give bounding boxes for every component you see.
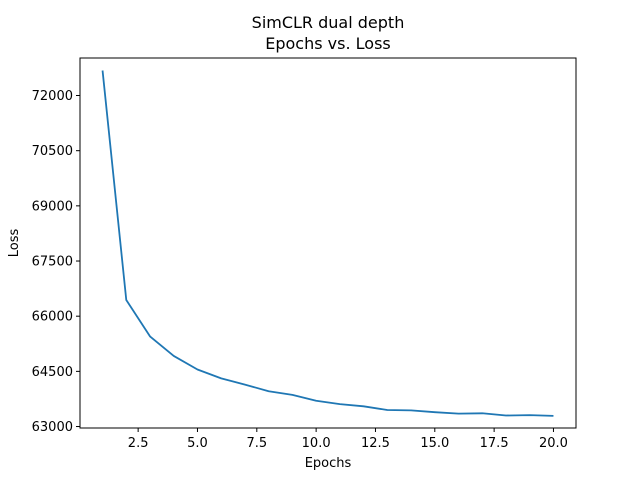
y-tick-label: 72000 — [32, 89, 73, 104]
x-tick-label: 17.5 — [480, 436, 509, 451]
x-tick-label: 2.5 — [128, 436, 149, 451]
y-tick-label: 69000 — [32, 199, 73, 214]
x-tick-label: 10.0 — [302, 436, 331, 451]
y-axis-label: Loss — [7, 229, 22, 258]
x-tick-label: 15.0 — [420, 436, 449, 451]
chart-subtitle: Epochs vs. Loss — [265, 34, 390, 53]
series-line-loss — [101, 70, 554, 417]
y-tick-label: 67500 — [32, 255, 73, 270]
y-tick-label: 63000 — [32, 420, 73, 435]
y-tick-label: 66000 — [32, 310, 73, 325]
y-tick-label: 70500 — [32, 144, 73, 159]
x-tick-label: 20.0 — [539, 436, 568, 451]
x-axis: 2.5 5.0 7.5 10.0 12.5 15.0 17.5 20.0 — [128, 428, 568, 451]
y-tick-label: 64500 — [32, 365, 73, 380]
y-axis: 63000 64500 66000 67500 69000 70500 72000 — [32, 89, 80, 435]
x-axis-label: Epochs — [305, 456, 352, 471]
x-tick-label: 12.5 — [361, 436, 390, 451]
chart-title: SimCLR dual depth — [252, 13, 405, 32]
x-tick-label: 5.0 — [187, 436, 208, 451]
x-tick-label: 7.5 — [246, 436, 267, 451]
plot-frame — [79, 57, 577, 429]
